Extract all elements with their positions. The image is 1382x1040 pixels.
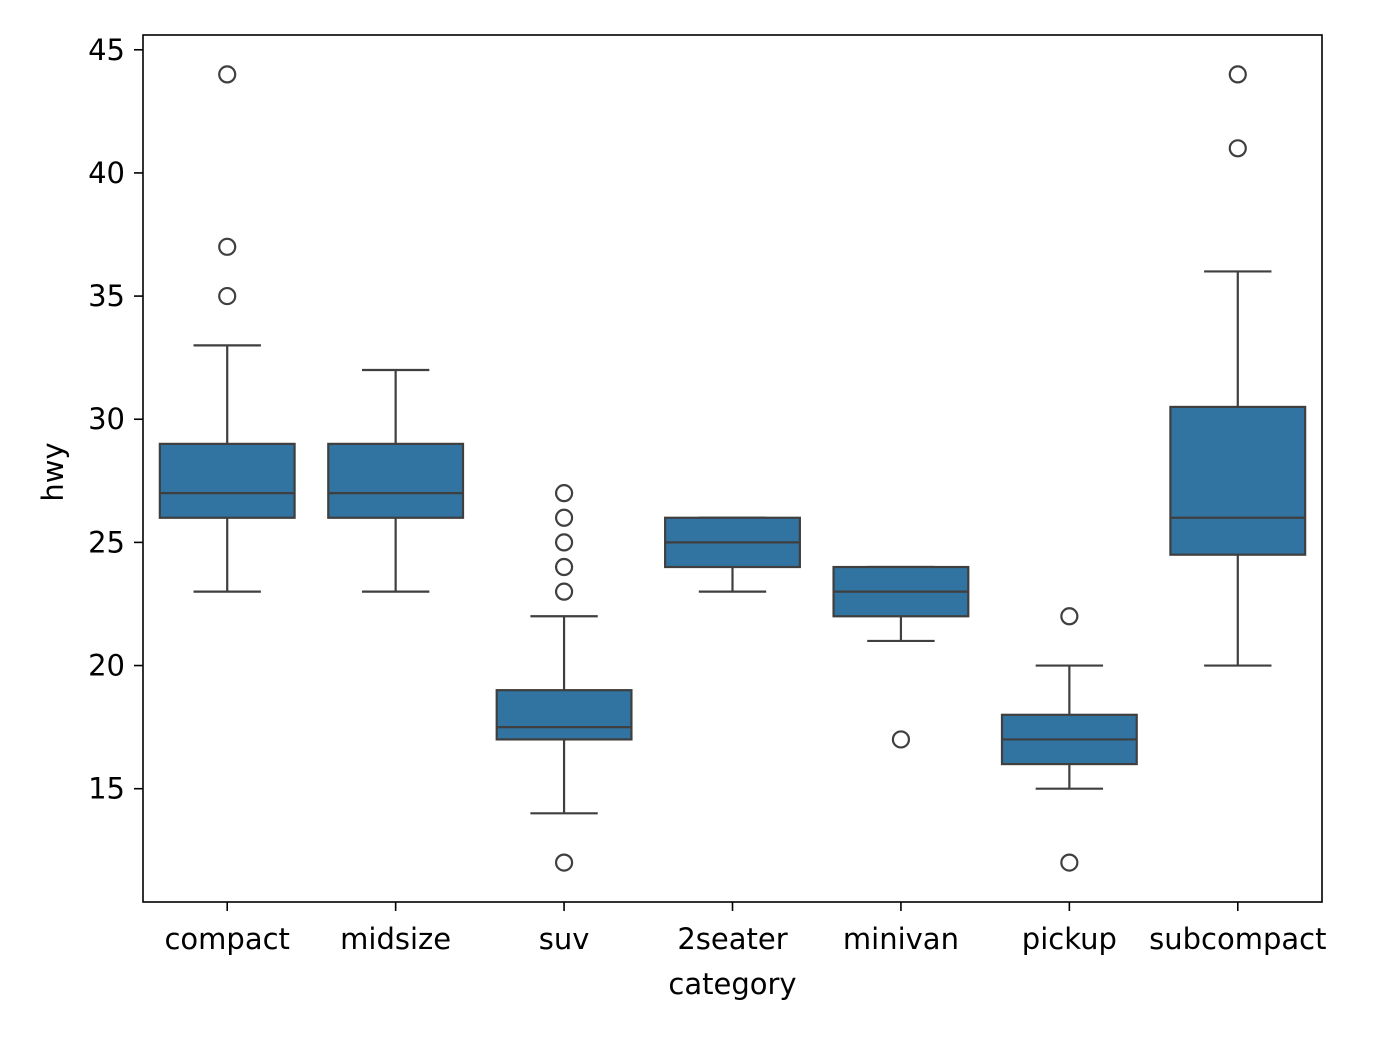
iqr-box bbox=[158, 442, 296, 519]
box-group-2seater bbox=[664, 516, 801, 593]
y-tick-label: 15 bbox=[88, 772, 125, 806]
y-tick-label: 25 bbox=[88, 525, 125, 559]
x-tick-label: compact bbox=[164, 922, 289, 956]
x-tick-label: midsize bbox=[340, 922, 451, 956]
x-tick-label: pickup bbox=[1022, 922, 1117, 956]
outlier-point bbox=[891, 730, 911, 749]
x-tick-label: suv bbox=[539, 922, 590, 956]
x-axis-label: category bbox=[668, 967, 796, 1001]
plot-area-frame bbox=[142, 34, 1323, 903]
y-tick-label: 20 bbox=[88, 649, 125, 683]
x-axis: compact midsize suv 2seater minivan pickup sub… bbox=[164, 902, 1326, 956]
outlier-point bbox=[554, 508, 574, 527]
iqr-box bbox=[495, 689, 633, 741]
box-group-compact bbox=[158, 65, 296, 593]
outlier-point bbox=[554, 853, 574, 872]
outlier-point bbox=[1228, 139, 1247, 158]
x-tick-label: subcompact bbox=[1149, 922, 1326, 956]
y-tick-label: 35 bbox=[88, 279, 125, 313]
outlier-point bbox=[554, 533, 574, 552]
outlier-point bbox=[554, 582, 574, 601]
outlier-point bbox=[218, 65, 237, 84]
y-tick-label: 45 bbox=[88, 33, 125, 67]
x-tick-label: 2seater bbox=[677, 922, 787, 956]
y-axis: 15 20 25 30 35 40 45 bbox=[88, 33, 143, 806]
box-group-subcompact bbox=[1169, 65, 1307, 667]
outlier-point bbox=[554, 557, 574, 577]
outlier-point bbox=[218, 237, 237, 256]
box-group-minivan bbox=[832, 565, 970, 749]
y-tick-label: 30 bbox=[88, 402, 125, 436]
x-tick-label: minivan bbox=[843, 922, 959, 956]
box-group-suv bbox=[495, 484, 633, 872]
iqr-box bbox=[327, 442, 465, 519]
y-axis-label: hwy bbox=[36, 442, 70, 501]
outlier-point bbox=[1060, 853, 1079, 872]
box-group-midsize bbox=[327, 368, 465, 593]
outlier-point bbox=[1060, 607, 1079, 626]
y-tick-label: 40 bbox=[88, 156, 125, 190]
chart-marks bbox=[158, 65, 1307, 872]
outlier-point bbox=[1228, 65, 1247, 84]
outlier-point bbox=[218, 286, 237, 306]
box-group-pickup bbox=[1000, 607, 1138, 872]
outlier-point bbox=[554, 484, 574, 503]
iqr-box bbox=[1169, 405, 1307, 556]
